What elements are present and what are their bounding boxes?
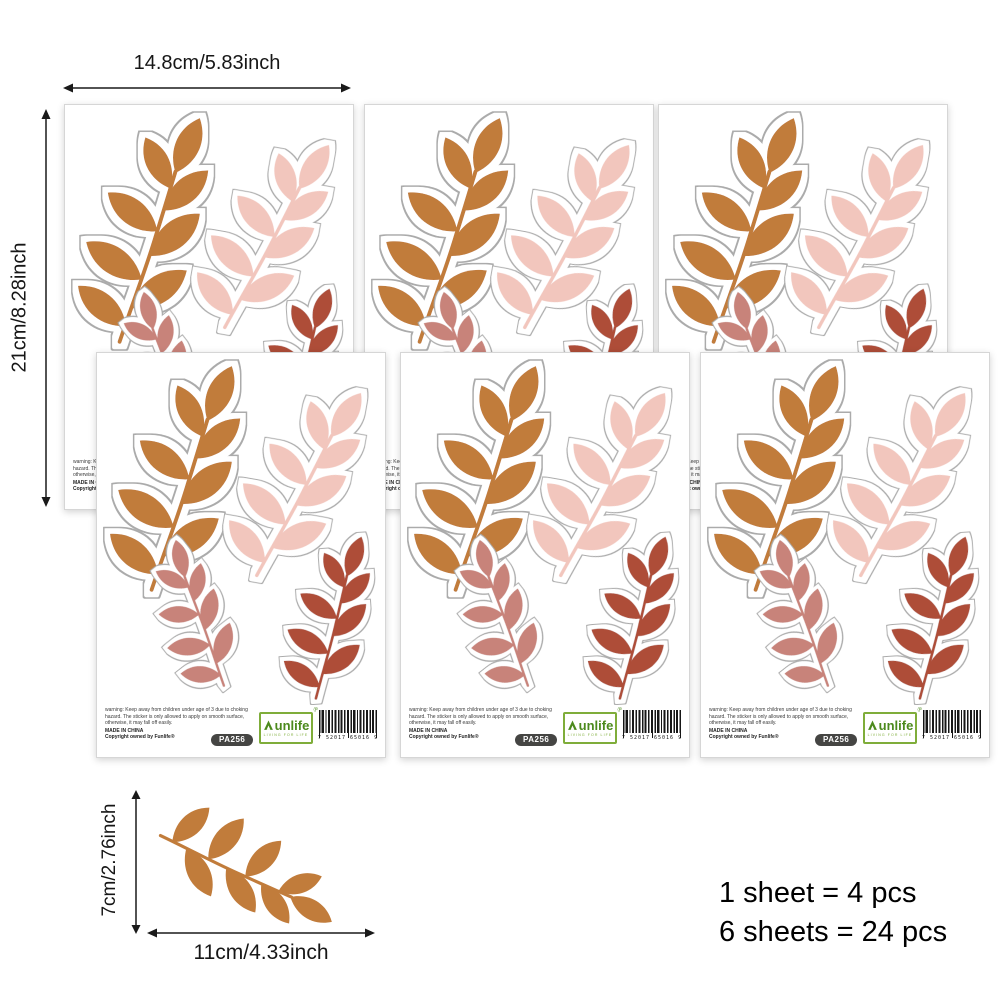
barcode-digits: 7 52017 65016 9 (922, 734, 981, 741)
barcode-digits: 7 52017 65016 9 (622, 734, 681, 741)
made-in-text: MADE IN CHINA (105, 727, 144, 734)
barcode-bars (319, 710, 377, 738)
funlife-logo: ® unlife LIVING FOR LIFE (563, 708, 622, 744)
leaf-sticker-rust (269, 532, 384, 701)
brand-name: unlife (274, 717, 310, 733)
sticker-sheet-art (97, 353, 385, 705)
warning-block: warning: Keep away from children under a… (409, 707, 561, 741)
barcode: 7 52017 65016 9 (316, 710, 380, 744)
barcode-bars (623, 710, 681, 738)
brand-tagline: LIVING FOR LIFE (263, 733, 309, 738)
sticker-sheet-art (401, 353, 689, 705)
funlife-logo: ® unlife LIVING FOR LIFE (863, 708, 922, 744)
leaf-sticker-rust (873, 532, 988, 701)
funlife-house-icon (263, 720, 273, 730)
brand-name: unlife (878, 717, 914, 733)
funlife-logo: ® unlife LIVING FOR LIFE (259, 708, 318, 744)
warning-block: warning: Keep away from children under a… (105, 707, 257, 741)
brand-tagline: LIVING FOR LIFE (567, 733, 613, 738)
funlife-house-icon (867, 720, 877, 730)
sku-badge: PA256 (815, 734, 858, 746)
leaf-width-arrow (147, 928, 375, 938)
made-in-text: MADE IN CHINA (709, 727, 748, 734)
warning-text: warning: Keep away from children under a… (105, 707, 248, 726)
warning-text: warning: Keep away from children under a… (409, 707, 552, 726)
sheet-height-label: 21cm/8.28inch (8, 242, 31, 373)
barcode: 7 52017 65016 9 (620, 710, 684, 744)
copyright-text: Copyright owned by Funlife® (409, 734, 479, 740)
barcode-bars (923, 710, 981, 738)
sheet-info-strip: warning: Keep away from children under a… (97, 703, 385, 757)
pack-info-line2: 6 sheets = 24 pcs (719, 916, 948, 949)
sku-badge: PA256 (211, 734, 254, 746)
registered-mark: ® (918, 708, 922, 714)
made-in-text: MADE IN CHINA (73, 479, 112, 486)
single-leaf-art (150, 795, 370, 945)
barcode: 7 52017 65016 9 (920, 710, 984, 744)
sticker-sheet: warning: Keep away from children under a… (700, 352, 990, 758)
registered-mark: ® (314, 708, 318, 714)
sticker-sheet: warning: Keep away from children under a… (96, 352, 386, 758)
pack-info: 1 sheet = 4 pcs 6 sheets = 24 pcs (719, 874, 947, 952)
made-in-text: MADE IN CHINA (373, 479, 412, 486)
brand-tagline: LIVING FOR LIFE (867, 733, 913, 738)
warning-block: warning: Keep away from children under a… (709, 707, 861, 741)
leaf-width-label: 11cm/4.33inch (193, 941, 329, 964)
sticker-sheet: warning: Keep away from children under a… (400, 352, 690, 758)
funlife-house-icon (567, 720, 577, 730)
brand-name: unlife (578, 717, 614, 733)
leaf-height-label: 7cm/2.76inch (99, 803, 120, 917)
sheet-info-strip: warning: Keep away from children under a… (701, 703, 989, 757)
sheet-info-strip: warning: Keep away from children under a… (401, 703, 689, 757)
leaf-height-arrow (131, 790, 141, 934)
leaf-sticker-rust (573, 532, 688, 701)
registered-mark: ® (618, 708, 622, 714)
sheet-width-arrow (63, 83, 351, 93)
barcode-digits: 7 52017 65016 9 (318, 734, 377, 741)
pack-info-line1: 1 sheet = 4 pcs (719, 877, 917, 909)
copyright-text: Copyright owned by Funlife® (105, 734, 175, 740)
sheet-height-arrow (41, 109, 51, 507)
copyright-text: Copyright owned by Funlife® (709, 734, 779, 740)
warning-text: warning: Keep away from children under a… (709, 707, 852, 726)
made-in-text: MADE IN CHINA (409, 727, 448, 734)
sticker-sheet-art (701, 353, 989, 705)
sheet-width-label: 14.8cm/5.83inch (133, 52, 281, 74)
sku-badge: PA256 (515, 734, 558, 746)
